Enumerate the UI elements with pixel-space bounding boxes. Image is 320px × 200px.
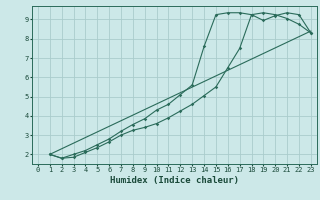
X-axis label: Humidex (Indice chaleur): Humidex (Indice chaleur) [110, 176, 239, 185]
